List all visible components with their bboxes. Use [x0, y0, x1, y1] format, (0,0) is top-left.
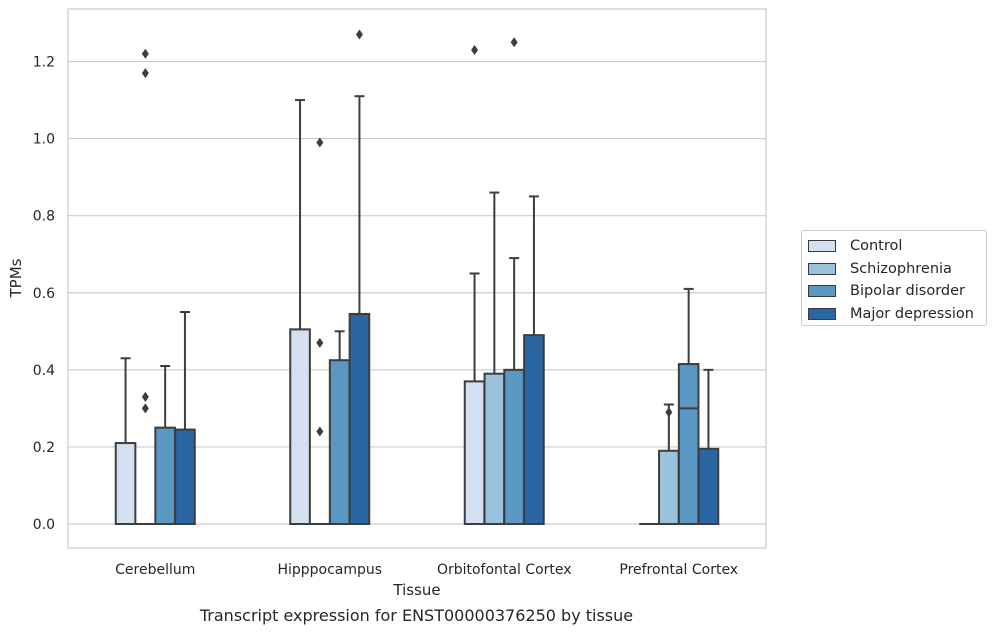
box-3-1: [658, 403, 680, 526]
outlier-point: [141, 48, 149, 59]
legend-label-bipolar-disorder: Bipolar disorder: [850, 283, 965, 300]
x-axis-label: Tissue: [392, 581, 440, 599]
x-tick-label: Orbitofontal Cortex: [437, 562, 572, 578]
y-tick-label: 0.6: [33, 286, 55, 302]
box-rect: [289, 328, 311, 526]
x-tick-label: Hipppocampus: [277, 562, 382, 578]
outlier-point: [665, 407, 673, 418]
legend-item-schizophrenia: Schizophrenia: [808, 258, 986, 281]
legend-item-major-depression: Major depression: [808, 303, 986, 326]
outlier-point: [316, 137, 324, 148]
box-rect: [503, 368, 525, 526]
box-2-0: [463, 44, 486, 526]
box-0-3: [174, 311, 196, 525]
legend-swatch-control: [808, 240, 836, 253]
box-2-3: [523, 195, 545, 526]
box-rect: [348, 312, 371, 525]
box-rect: [463, 380, 486, 526]
figure-caption: Transcript expression for ENST0000037625…: [199, 606, 634, 625]
legend-swatch-bipolar-disorder: [808, 285, 836, 298]
box-rect: [677, 363, 700, 526]
box-3-2: [677, 287, 700, 526]
outlier-point: [316, 337, 324, 348]
outlier-point: [141, 403, 149, 414]
y-tick-label: 1.0: [33, 132, 55, 148]
legend-swatch-major-depression: [808, 307, 836, 320]
box-rect: [174, 428, 196, 525]
box-2-2: [503, 37, 525, 526]
y-tick-label: 0.2: [33, 440, 55, 456]
legend: Control Schizophrenia Bipolar disorder M…: [801, 230, 987, 326]
plot-frame: [67, 8, 767, 549]
box-rect: [483, 372, 506, 525]
legend-swatch-schizophrenia: [808, 262, 836, 275]
box-1-2: [328, 330, 351, 525]
box-0-2: [154, 364, 176, 526]
box-1-3: [348, 29, 371, 525]
box-rect: [328, 359, 351, 525]
y-tick-label: 0.8: [33, 209, 55, 225]
y-tick-label: 1.2: [33, 55, 55, 71]
marks-layer: [114, 29, 720, 526]
legend-label-control: Control: [850, 238, 903, 255]
box-rect: [114, 442, 137, 525]
box-1-0: [289, 99, 311, 526]
legend-item-bipolar-disorder: Bipolar disorder: [808, 280, 986, 303]
outlier-point: [141, 68, 149, 79]
outlier-point: [355, 29, 363, 40]
legend-label-major-depression: Major depression: [850, 305, 974, 322]
box-1-1: [310, 137, 330, 525]
y-tick-label: 0.0: [33, 517, 55, 533]
box-3-3: [697, 368, 720, 525]
x-tick-label: Prefrontal Cortex: [619, 562, 738, 578]
box-2-1: [483, 191, 506, 525]
legend-label-schizophrenia: Schizophrenia: [850, 260, 952, 277]
box-rect: [523, 334, 545, 526]
legend-item-control: Control: [808, 235, 986, 258]
box-0-0: [114, 357, 137, 525]
y-tick-labels: 0.0 0.2 0.4 0.6 0.8 1.0 1.2: [33, 55, 55, 534]
y-axis-label: TPMs: [7, 258, 25, 298]
y-tick-label: 0.4: [33, 363, 55, 379]
box-0-1: [135, 48, 156, 525]
box-rect: [697, 447, 720, 525]
outlier-point: [316, 426, 324, 437]
outlier-point: [141, 391, 149, 402]
outlier-point: [510, 37, 518, 48]
box-rect: [658, 449, 680, 526]
x-tick-labels: Cerebellum Hipppocampus Orbitofontal Corte…: [115, 562, 738, 578]
box-rect: [154, 426, 176, 526]
x-tick-label: Cerebellum: [115, 562, 195, 578]
outlier-point: [471, 44, 479, 55]
